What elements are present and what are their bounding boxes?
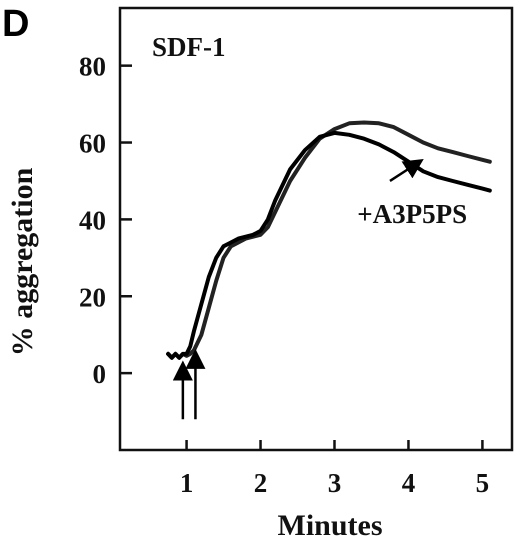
x-tick-label-1: 1 [180, 468, 194, 498]
y-tick-label-60: 60 [79, 129, 106, 159]
y-tick-label-40: 40 [79, 205, 106, 235]
x-tick-label-2: 2 [254, 468, 268, 498]
x-tick-label-5: 5 [476, 468, 490, 498]
chart-title: SDF-1 [152, 32, 226, 62]
plot-frame [118, 6, 514, 452]
x-tick-label-3: 3 [328, 468, 342, 498]
x-axis-label: Minutes [278, 509, 383, 542]
y-tick-label-80: 80 [79, 52, 106, 82]
y-tick-label-20: 20 [79, 282, 106, 312]
series-line-2 [166, 130, 492, 360]
y-tick-label-0: 0 [93, 359, 107, 389]
series-line-1 [166, 120, 492, 360]
x-tick-label-4: 4 [402, 468, 416, 498]
annotation-arrow-1 [389, 159, 424, 183]
panel-label: D [2, 3, 29, 45]
y-axis-label: % aggregation [6, 167, 39, 356]
annotation-label: +A3P5PS [357, 199, 467, 229]
